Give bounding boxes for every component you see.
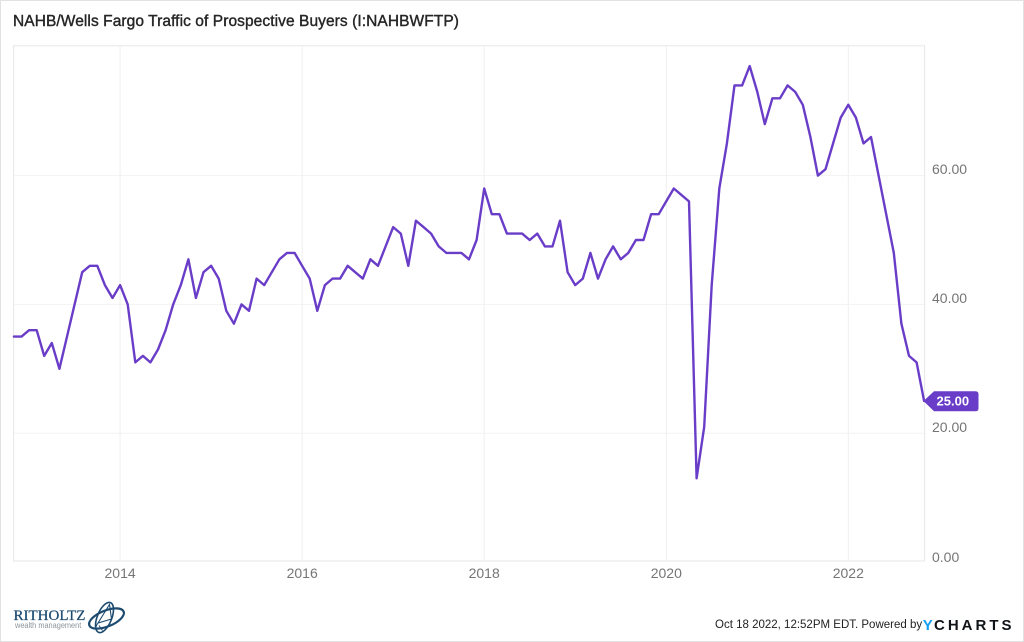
svg-text:25.00: 25.00: [937, 394, 970, 409]
